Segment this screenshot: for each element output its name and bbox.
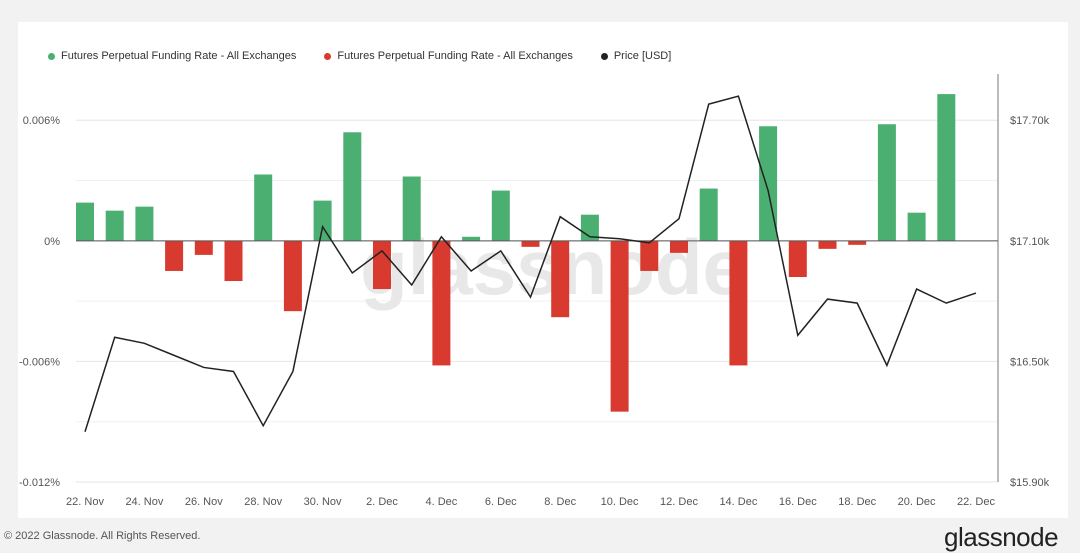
funding-rate-bar <box>521 240 540 247</box>
legend-item-funding-positive[interactable]: Futures Perpetual Funding Rate - All Exc… <box>48 50 296 62</box>
x-axis-tick-label: 6. Dec <box>485 496 517 508</box>
x-axis-tick-label: 22. Dec <box>957 496 995 508</box>
x-axis-tick-label: 10. Dec <box>601 496 639 508</box>
funding-rate-bar <box>462 236 481 241</box>
funding-rate-bar <box>402 176 421 241</box>
chart: glassnode0.006%0%-0.006%-0.012%$17.70k$1… <box>19 74 1050 508</box>
funding-rate-bar <box>373 240 391 290</box>
right-axis-tick-label: $17.70k <box>1010 115 1050 127</box>
right-axis-tick-label: $15.90k <box>1010 477 1050 489</box>
funding-rate-bar <box>76 202 94 241</box>
legend-label: Futures Perpetual Funding Rate - All Exc… <box>61 50 297 62</box>
x-axis-tick-label: 22. Nov <box>66 496 104 508</box>
legend-item-price[interactable]: Price [USD] <box>600 50 672 62</box>
legend-dot-red <box>324 52 332 60</box>
funding-rate-bar <box>670 240 688 253</box>
chart-card: glassnode0.006%0%-0.006%-0.012%$17.70k$1… <box>18 22 1068 518</box>
legend: Futures Perpetual Funding Rate - All Exc… <box>48 50 671 62</box>
x-axis-tick-label: 12. Dec <box>660 496 698 508</box>
left-axis-tick-label: 0.006% <box>23 115 61 127</box>
funding-rate-bar <box>343 132 362 241</box>
x-axis-tick-label: 14. Dec <box>719 496 757 508</box>
funding-rate-bar <box>877 124 896 241</box>
funding-rate-bar <box>194 240 213 255</box>
funding-rate-bar <box>432 240 451 366</box>
funding-rate-bar <box>699 188 718 241</box>
legend-dot-green <box>48 52 55 60</box>
x-axis-tick-label: 24. Nov <box>125 496 163 508</box>
funding-rate-bar <box>135 206 154 241</box>
left-axis-tick-label: -0.012% <box>19 477 60 489</box>
brand-logo-text: glassnode <box>944 522 1059 552</box>
funding-rate-bar <box>254 174 273 241</box>
right-axis-tick-label: $16.50k <box>1010 356 1050 368</box>
funding-rate-bar <box>105 210 124 241</box>
funding-rate-bar <box>788 240 807 277</box>
legend-item-funding-negative[interactable]: Futures Perpetual Funding Rate - All Exc… <box>324 50 573 62</box>
funding-rate-bar <box>551 240 570 318</box>
funding-rate-bar <box>224 240 243 282</box>
x-axis-tick-label: 8. Dec <box>544 496 576 508</box>
funding-rate-bar <box>640 240 659 271</box>
funding-rate-bar <box>937 94 956 241</box>
funding-rate-bar <box>818 240 837 249</box>
funding-rate-bar <box>491 190 510 241</box>
funding-rate-bar <box>283 240 302 312</box>
x-axis-tick-label: 18. Dec <box>838 496 876 508</box>
legend-label: Price [USD] <box>613 50 672 62</box>
legend-dot-black <box>600 52 608 60</box>
legend-label: Futures Perpetual Funding Rate - All Exc… <box>337 50 573 62</box>
x-axis-tick-label: 2. Dec <box>366 496 398 508</box>
x-axis-tick-label: 30. Nov <box>304 496 342 508</box>
left-axis-tick-label: -0.006% <box>19 356 60 368</box>
x-axis-tick-label: 20. Dec <box>898 496 936 508</box>
x-axis-tick-label: 16. Dec <box>779 496 817 508</box>
funding-rate-bar <box>907 212 926 241</box>
right-axis-tick-label: $17.10k <box>1010 236 1050 248</box>
x-axis-tick-label: 26. Nov <box>185 496 223 508</box>
funding-rate-bar <box>610 240 629 412</box>
x-axis-tick-label: 28. Nov <box>244 496 282 508</box>
funding-rate-bar <box>729 240 748 366</box>
funding-rate-bar <box>313 200 332 241</box>
funding-rate-bar <box>848 240 867 245</box>
left-axis-tick-label: 0% <box>44 236 60 248</box>
price-line <box>84 95 977 432</box>
funding-rate-bar <box>165 240 184 271</box>
copyright-text: © 2022 Glassnode. All Rights Reserved. <box>4 530 201 542</box>
x-axis-tick-label: 4. Dec <box>426 496 458 508</box>
